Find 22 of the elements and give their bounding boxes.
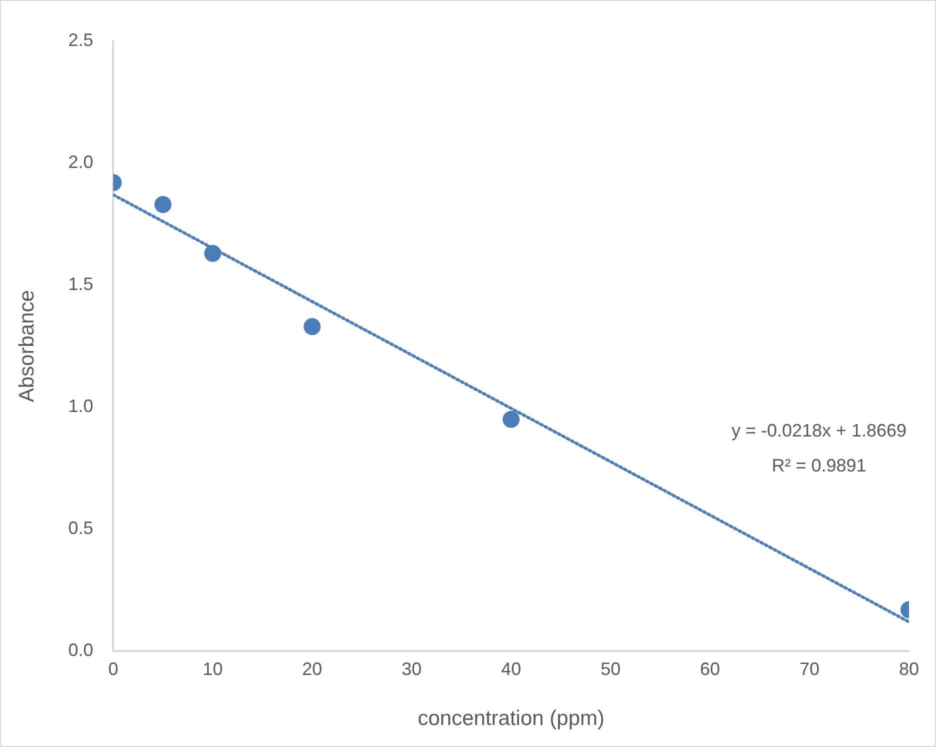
y-tick-label: 0.5 [68, 518, 94, 538]
x-tick-label: 50 [600, 658, 621, 679]
x-tick-label: 80 [898, 658, 920, 679]
y-tick-label: 2.0 [68, 152, 94, 172]
point [154, 196, 172, 214]
annotation: R² = 0.9891 [772, 455, 866, 476]
x-tick-label: 20 [302, 658, 322, 679]
x-tick-label: 60 [700, 658, 720, 679]
y-tick-label: 0.0 [68, 640, 94, 660]
x-tick-label: 10 [202, 658, 223, 679]
y-tick-label: 1.5 [68, 274, 94, 294]
y-tick-label: 2.5 [68, 30, 94, 50]
x-tick-label: 30 [402, 658, 422, 679]
x-tick-label: 70 [800, 658, 820, 679]
point [304, 318, 321, 336]
annotation: y = -0.0218x + 1.8669 [731, 420, 907, 440]
x-tick-label: 0 [108, 658, 118, 679]
x-tick-label: 40 [501, 658, 522, 679]
x-axis-title: concentration (ppm) [418, 707, 604, 730]
point [204, 244, 222, 262]
y-tick-label: 1.0 [68, 396, 94, 416]
y-axis-title: Absorbance [15, 290, 38, 402]
